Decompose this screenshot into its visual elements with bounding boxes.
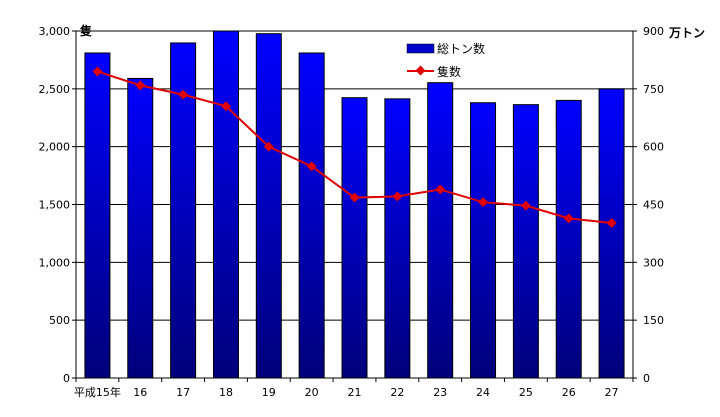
right-axis-ticks: 0 150 300 450 600 750 900 [633,25,664,385]
legend-swatch-tonnage [406,43,435,54]
bar [598,88,625,379]
bar [555,99,582,379]
bar [384,98,411,379]
line-point [135,80,146,91]
right-axis-unit: 万トン [668,26,705,40]
line-point [606,218,617,228]
bar [127,77,154,379]
left-tick-label: 0 [63,372,70,385]
legend: 総トン数 隻数 [406,41,485,79]
x-tick-label: 25 [519,386,533,399]
x-tick-label: 24 [476,386,490,399]
x-tick-label: 16 [133,386,147,399]
bar [255,33,282,379]
x-tick-label: 平成15年 [74,385,121,399]
right-tick-label: 450 [643,199,664,212]
left-tick-label: 1,500 [39,199,71,212]
bar [512,104,539,379]
bar-series [84,30,625,379]
legend-label-ships: 隻数 [437,64,461,79]
bar [341,97,368,379]
x-tick-label: 26 [562,386,576,399]
bar [470,102,497,379]
line-point [263,141,274,152]
left-tick-label: 2,500 [39,83,71,96]
x-tick-label: 27 [605,386,619,399]
line-point [520,200,531,211]
right-tick-label: 600 [643,141,664,154]
x-tick-label: 18 [219,386,233,399]
left-tick-label: 3,000 [39,25,71,38]
left-tick-label: 500 [49,314,70,327]
bar [427,82,454,379]
line-point [392,191,403,202]
x-tick-label: 21 [348,386,362,399]
line-point [478,197,488,208]
x-tick-label: 22 [390,386,404,399]
right-tick-label: 750 [643,83,664,96]
right-tick-label: 150 [643,314,664,327]
x-tick-label: 23 [433,386,447,399]
line-point [563,213,574,224]
line-point [221,101,231,112]
line-point [349,192,360,203]
bar [84,52,111,379]
line-point [306,161,317,172]
x-tick-label: 19 [262,386,276,399]
bar [298,52,325,379]
line-point [178,89,189,100]
right-tick-label: 300 [643,256,664,269]
right-tick-label: 0 [643,372,650,385]
line-series [92,66,617,228]
legend-label-tonnage: 総トン数 [437,41,485,56]
left-tick-label: 2,000 [39,141,71,154]
x-tick-label: 17 [176,386,190,399]
x-axis-ticks: 平成15年 16 17 18 19 20 21 22 23 24 25 26 27 [74,378,634,399]
left-axis-ticks: 0 500 1,000 1,500 2,000 2,500 3,000 [39,25,76,385]
x-tick-label: 20 [305,386,319,399]
left-tick-label: 1,000 [39,256,71,269]
legend-marker-ships [415,65,426,76]
right-tick-label: 900 [643,25,664,38]
left-axis-unit: 隻 [79,23,92,38]
line-point [92,66,103,77]
bar [212,30,239,379]
line-point [435,184,446,195]
